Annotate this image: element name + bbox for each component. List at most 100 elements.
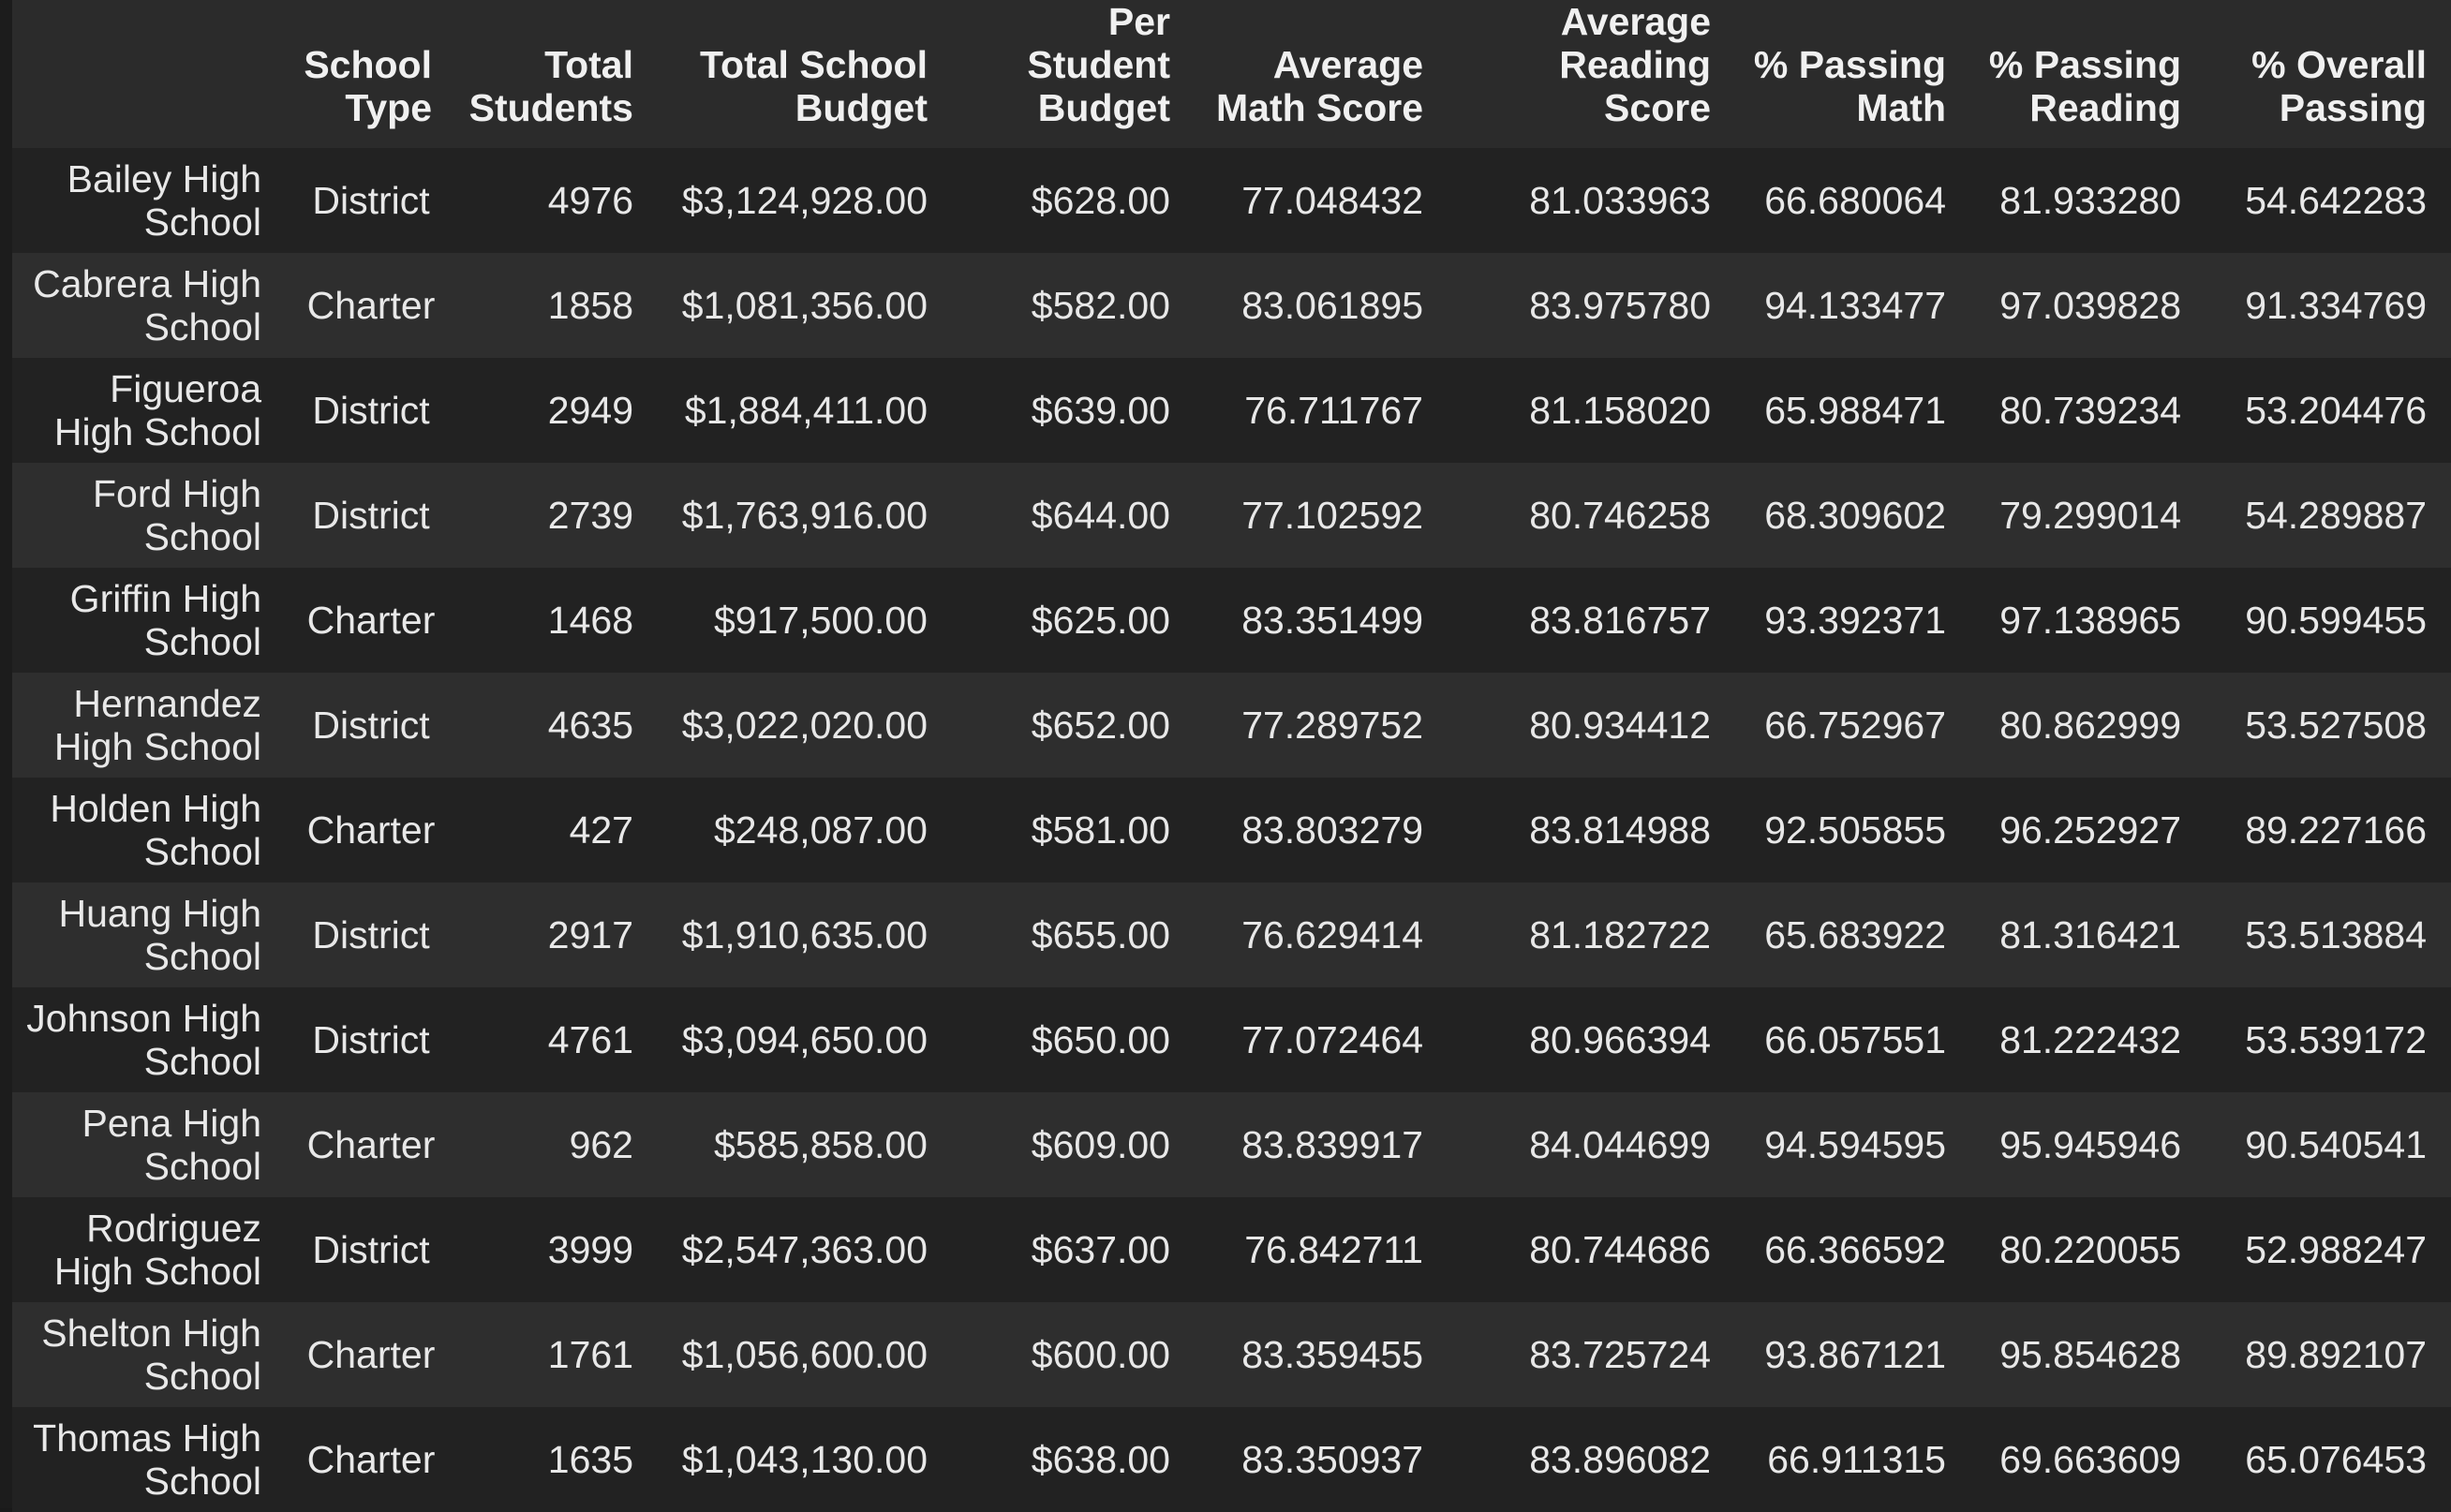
header-line: % Passing bbox=[1988, 43, 2181, 86]
pass-math: 66.752967 bbox=[1764, 704, 1946, 747]
school-name: Ford High School bbox=[92, 472, 261, 558]
total-budget: $917,500.00 bbox=[713, 599, 928, 642]
avg-math-score: 76.711767 bbox=[1244, 389, 1423, 432]
overall-passing: 52.988247 bbox=[2245, 1228, 2427, 1271]
per-student-budget: $655.00 bbox=[1031, 913, 1170, 956]
pass-math: 66.911315 bbox=[1767, 1438, 1946, 1481]
table-row: Shelton High School Charter 1761 $1,056,600… bbox=[12, 1302, 2451, 1407]
column-header-pass-reading: % Passing Reading bbox=[1970, 0, 2206, 148]
school-type: Charter bbox=[306, 1333, 436, 1376]
avg-reading-score: 83.816757 bbox=[1529, 599, 1711, 642]
school-name: Rodriguez High School bbox=[53, 1207, 261, 1293]
column-header-school-type: School Type bbox=[286, 0, 456, 148]
total-budget: $2,547,363.00 bbox=[681, 1228, 928, 1271]
table-row: Bailey High School District 4976 $3,124,928… bbox=[12, 148, 2451, 253]
school-type: Charter bbox=[306, 1123, 436, 1166]
pass-reading: 80.862999 bbox=[1999, 704, 2181, 747]
table-row: Griffin High School Charter 1468 $917,500.0… bbox=[12, 568, 2451, 673]
avg-math-score: 83.351499 bbox=[1241, 599, 1423, 642]
per-student-budget: $638.00 bbox=[1031, 1438, 1170, 1481]
avg-math-score: 83.839917 bbox=[1241, 1123, 1423, 1166]
avg-math-score: 83.061895 bbox=[1241, 284, 1423, 327]
overall-passing: 90.540541 bbox=[2245, 1123, 2427, 1166]
column-header-avg-math: Average Math Score bbox=[1195, 0, 1448, 148]
table-row: Huang High School District 2917 $1,910,635.… bbox=[12, 882, 2451, 987]
total-budget: $1,884,411.00 bbox=[684, 389, 928, 432]
school-name: Figueroa High School bbox=[53, 367, 261, 453]
overall-passing: 89.892107 bbox=[2245, 1333, 2427, 1376]
total-students: 2949 bbox=[547, 389, 633, 432]
avg-reading-score: 83.725724 bbox=[1529, 1333, 1711, 1376]
avg-reading-score: 83.975780 bbox=[1529, 284, 1711, 327]
overall-passing: 89.227166 bbox=[2245, 808, 2427, 852]
header-line: Budget bbox=[1037, 86, 1170, 129]
column-header-pass-math: % Passing Math bbox=[1735, 0, 1970, 148]
avg-math-score: 77.102592 bbox=[1241, 494, 1423, 537]
column-header-per-student-budget: Per Student Budget bbox=[952, 0, 1195, 148]
per-student-budget: $600.00 bbox=[1031, 1333, 1170, 1376]
header-line: Type bbox=[345, 86, 432, 129]
avg-reading-score: 83.896082 bbox=[1529, 1438, 1711, 1481]
total-budget: $1,056,600.00 bbox=[681, 1333, 928, 1376]
avg-reading-score: 81.182722 bbox=[1529, 913, 1711, 956]
header-line: Student bbox=[1027, 43, 1170, 86]
pass-math: 93.867121 bbox=[1764, 1333, 1946, 1376]
school-type: District bbox=[312, 389, 430, 432]
total-students: 962 bbox=[569, 1123, 633, 1166]
school-name: Johnson High School bbox=[26, 997, 261, 1083]
overall-passing: 53.513884 bbox=[2245, 913, 2427, 956]
avg-reading-score: 80.746258 bbox=[1529, 494, 1711, 537]
header-line: Students bbox=[468, 86, 633, 129]
school-name: Griffin High School bbox=[69, 577, 261, 663]
school-type: District bbox=[312, 1228, 430, 1271]
avg-math-score: 77.048432 bbox=[1241, 179, 1423, 222]
avg-reading-score: 84.044699 bbox=[1529, 1123, 1711, 1166]
avg-math-score: 76.842711 bbox=[1244, 1228, 1423, 1271]
total-students: 4635 bbox=[547, 704, 633, 747]
header-line: Average bbox=[1272, 43, 1423, 86]
per-student-budget: $625.00 bbox=[1031, 599, 1170, 642]
pass-reading: 69.663609 bbox=[1999, 1438, 2181, 1481]
pass-reading: 97.039828 bbox=[1999, 284, 2181, 327]
overall-passing: 54.642283 bbox=[2245, 179, 2427, 222]
avg-reading-score: 81.033963 bbox=[1529, 179, 1711, 222]
header-line: Passing bbox=[2279, 86, 2427, 129]
header-line: Score bbox=[1604, 86, 1711, 129]
pass-math: 93.392371 bbox=[1764, 599, 1946, 642]
avg-reading-score: 80.934412 bbox=[1529, 704, 1711, 747]
school-type: District bbox=[312, 913, 430, 956]
table-row: Ford High School District 2739 $1,763,916.0… bbox=[12, 463, 2451, 568]
header-line: Reading bbox=[1559, 43, 1711, 86]
header-line: Math Score bbox=[1216, 86, 1423, 129]
index-header bbox=[12, 0, 286, 148]
avg-reading-score: 83.814988 bbox=[1529, 808, 1711, 852]
column-header-overall-passing: % Overall Passing bbox=[2206, 0, 2451, 148]
total-students: 4976 bbox=[547, 179, 633, 222]
pass-math: 65.683922 bbox=[1764, 913, 1946, 956]
table-row: Thomas High School Charter 1635 $1,043,130.… bbox=[12, 1407, 2451, 1512]
header-line: Budget bbox=[795, 86, 928, 129]
header-line: % Passing bbox=[1753, 43, 1946, 86]
column-header-total-budget: Total School Budget bbox=[658, 0, 952, 148]
header-line: Per bbox=[1107, 0, 1170, 43]
school-summary-table: School Type Total Students Total School Bud… bbox=[12, 0, 2451, 1512]
column-header-total-students: Total Students bbox=[456, 0, 658, 148]
avg-math-score: 83.359455 bbox=[1241, 1333, 1423, 1376]
table-row: Hernandez High School District 4635 $3,022,… bbox=[12, 673, 2451, 778]
per-student-budget: $639.00 bbox=[1031, 389, 1170, 432]
overall-passing: 90.599455 bbox=[2245, 599, 2427, 642]
avg-reading-score: 80.966394 bbox=[1529, 1018, 1711, 1061]
total-budget: $1,043,130.00 bbox=[681, 1438, 928, 1481]
avg-math-score: 83.803279 bbox=[1241, 808, 1423, 852]
total-budget: $1,910,635.00 bbox=[681, 913, 928, 956]
header-line: Reading bbox=[2029, 86, 2181, 129]
pass-reading: 96.252927 bbox=[1999, 808, 2181, 852]
pass-reading: 79.299014 bbox=[1999, 494, 2181, 537]
pass-math: 94.133477 bbox=[1764, 284, 1946, 327]
header-line: Total School bbox=[700, 43, 928, 86]
total-students: 1635 bbox=[547, 1438, 633, 1481]
total-students: 1761 bbox=[547, 1333, 633, 1376]
school-name: Cabrera High School bbox=[33, 262, 261, 348]
pass-math: 66.680064 bbox=[1764, 179, 1946, 222]
